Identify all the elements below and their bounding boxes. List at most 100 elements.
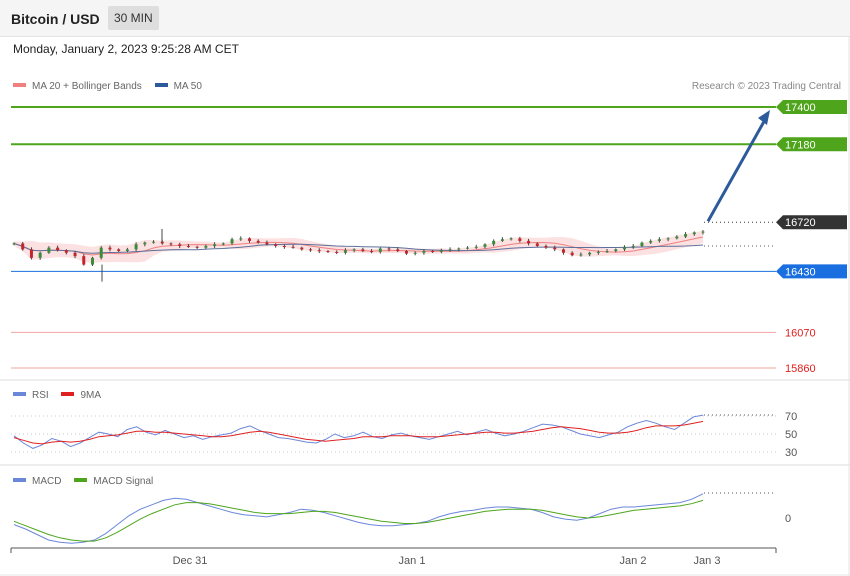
legend-swatch [13,478,26,483]
legend-swatch [13,392,26,397]
candle-body [134,244,138,250]
x-tick-label: Jan 3 [694,555,721,567]
legend-swatch [154,83,168,88]
rsi-tick-30: 30 [785,447,797,459]
level-label-16070: 16070 [785,327,816,339]
legend-swatch [13,83,26,88]
candle-body [247,238,251,241]
candle-body [213,244,217,246]
legend-item-macd: MACD [13,476,61,487]
legend-item-9ma: 9MA [61,390,101,401]
legend-item-macd-signal: MACD Signal [74,476,153,487]
candle-body [178,244,182,246]
candle-body [605,251,609,253]
level-tag-17400 [776,100,847,114]
candle-body [282,245,286,247]
legend-item-ma50: MA 50 [154,81,202,92]
legend-swatch [74,478,88,483]
candle-body [439,250,443,252]
candle-body [684,234,688,237]
macd-legend: MACD MACD Signal [13,476,163,487]
candle-body [413,252,417,254]
candle-body [221,243,225,245]
timeframe-button[interactable]: 30 MIN [108,6,159,30]
candle-body [186,245,190,247]
candle-body [649,240,653,243]
level-label-17180: 17180 [785,139,816,151]
legend-item-ma20: MA 20 + Bollinger Bands [13,81,142,92]
candle-body [535,243,539,246]
candle-body [588,252,592,255]
candle-body [64,250,68,253]
rsi-tick-50: 50 [785,429,797,441]
candle-body [631,245,635,247]
candle-body [73,252,77,257]
candle-body [579,254,583,256]
candle-body [431,251,435,253]
legend-swatch [61,392,75,397]
candle-body [509,238,513,240]
candle-body [657,239,661,241]
ma20-line [13,236,704,256]
candle-body [12,243,16,245]
candle-body [396,249,400,252]
candle-body [274,244,278,246]
header-bar: Bitcoin / USD 30 MIN [0,0,850,37]
candle-body [387,248,391,250]
level-label-16720: 16720 [785,217,816,229]
legend-item-rsi: RSI [13,390,49,401]
candle-body [448,249,452,251]
candle-body [300,247,304,250]
rsi-9ma-line [13,420,704,445]
candle-body [623,246,627,250]
candle-body [256,240,260,243]
candle-body [326,251,330,253]
candle-body [125,249,129,252]
candle-body [527,240,531,244]
candle-body [370,251,374,253]
candle-body [90,257,94,265]
rsi-line [13,414,704,449]
candle-body [492,240,496,245]
level-label-17400: 17400 [785,102,816,114]
price-legend: MA 20 + Bollinger Bands MA 50 [13,81,212,92]
level-tag-16430 [776,264,847,279]
x-tick-label: Jan 2 [620,555,647,567]
candle-body [466,247,470,249]
candle-body [117,249,121,252]
candle-body [309,249,313,251]
instrument-title: Bitcoin / USD [11,11,100,27]
candle-body [47,247,51,253]
candle-body [474,246,478,248]
datetime-label: Monday, January 2, 2023 9:25:28 AM CET [13,42,239,56]
candle-body [317,250,321,252]
candle-body [596,251,600,253]
candle-body [422,251,426,253]
candle-body [352,249,356,251]
candle-body [404,251,408,254]
candle-body [38,252,42,258]
candle-body [152,241,156,243]
candle-body [99,247,103,258]
rsi-tick-70: 70 [785,411,797,423]
ma50-line [13,242,704,254]
candle-body [692,232,696,235]
candle-body [82,256,86,265]
level-tag-16720 [776,215,847,230]
candle-body [518,238,522,241]
candle-body [483,244,487,247]
candle-body [675,236,679,239]
credit-text: Research © 2023 Trading Central [691,81,841,92]
candle-body [701,231,705,233]
forecast-arrow-line [706,117,768,222]
candle-body [343,250,347,253]
candle-body [291,246,295,248]
level-label-16430: 16430 [785,266,816,278]
candle-body [378,248,382,252]
candle-body [544,245,548,248]
candle-body [500,239,504,241]
candle-body [56,247,60,251]
macd-signal-line [13,499,704,542]
candle-body [195,246,199,248]
